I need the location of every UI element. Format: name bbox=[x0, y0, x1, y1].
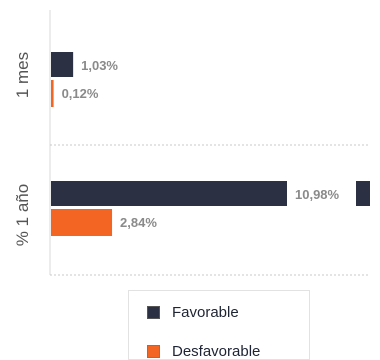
legend-label-favorable: Favorable bbox=[172, 304, 239, 321]
bar-favorable-overflow bbox=[356, 181, 370, 206]
bar-desfavorable-ano bbox=[51, 209, 113, 236]
data-label-desfavorable-mes: 0,12% bbox=[62, 86, 99, 101]
legend-item-favorable: Favorable bbox=[147, 304, 239, 321]
data-label-desfavorable-ano: 2,84% bbox=[120, 215, 157, 230]
legend: Favorable Desfavorable bbox=[128, 290, 310, 360]
bar-chart: 1 mes 1,03% 0,12% % 1 año 10,98% 2,84% bbox=[13, 10, 370, 276]
data-label-favorable-mes: 1,03% bbox=[81, 58, 118, 73]
legend-swatch-favorable bbox=[147, 306, 160, 319]
legend-item-desfavorable: Desfavorable bbox=[147, 343, 260, 360]
category-label-mes: 1 mes bbox=[13, 52, 32, 98]
legend-label-desfavorable: Desfavorable bbox=[172, 343, 261, 360]
bar-favorable-mes bbox=[51, 52, 74, 77]
data-label-favorable-ano: 10,98% bbox=[295, 187, 340, 202]
legend-swatch-desfavorable bbox=[147, 345, 160, 358]
bar-favorable-ano bbox=[51, 181, 287, 206]
bar-desfavorable-mes bbox=[51, 80, 54, 107]
category-label-ano: % 1 año bbox=[13, 184, 32, 246]
